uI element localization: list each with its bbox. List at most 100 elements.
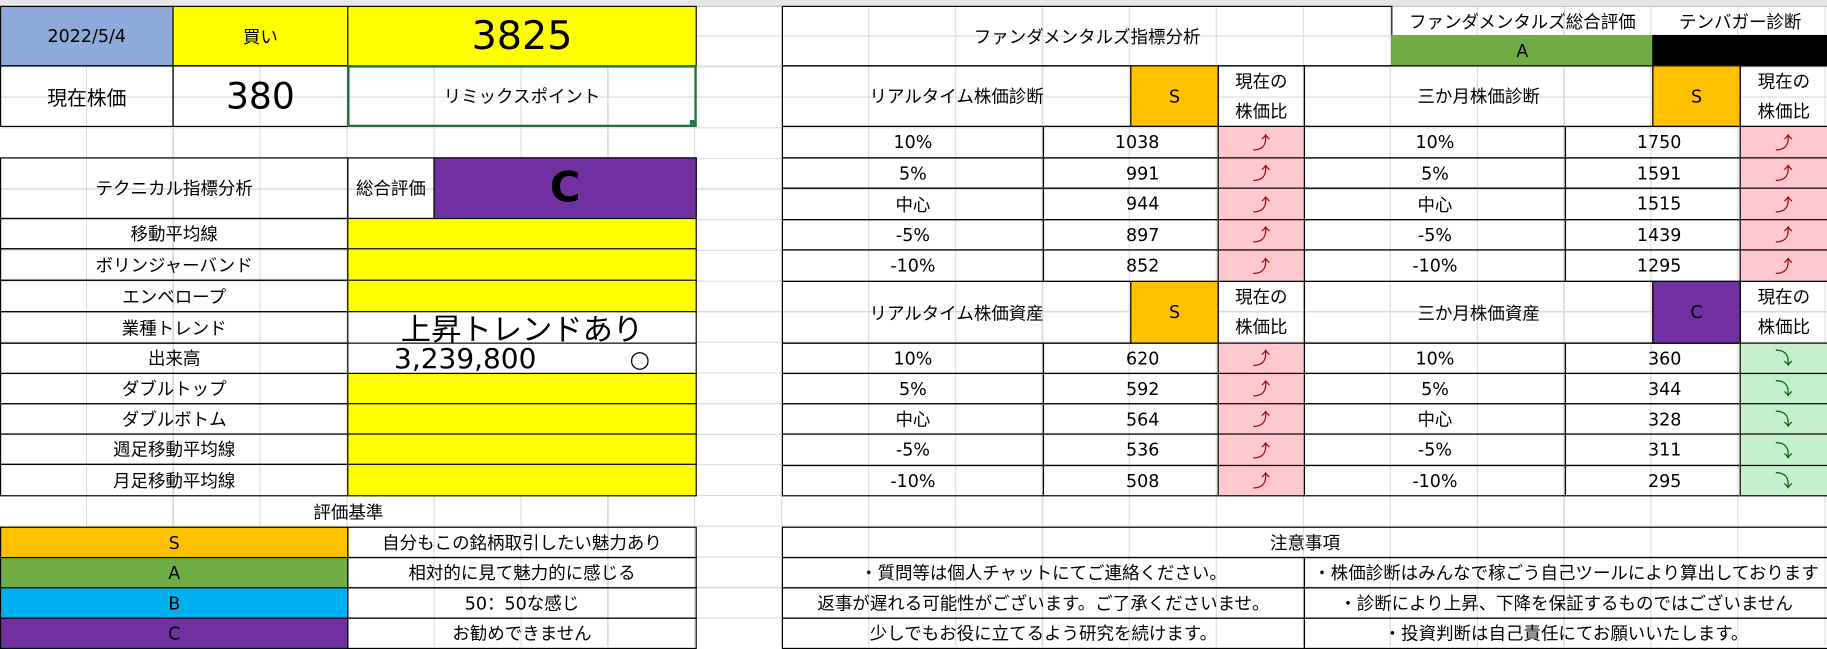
price-value: 344	[1564, 372, 1741, 405]
fundamentals-grade: A	[1391, 34, 1654, 67]
level-label: -10%	[1303, 464, 1567, 497]
price-value: 991	[1042, 157, 1219, 189]
indicator-value-cell	[347, 217, 697, 250]
price-label: 現在株価	[0, 65, 174, 128]
trend-arrow: ⤴	[1739, 219, 1827, 251]
price-value: 944	[1042, 187, 1219, 221]
note-left: 返事が遅れる可能性がございます。ご了承くださいませ。	[781, 587, 1306, 619]
note-right: ・投資判断は自己責任にてお願いいたします。	[1303, 617, 1827, 649]
tenbagger-cell	[1652, 34, 1827, 67]
price-value: 1439	[1564, 219, 1741, 251]
level-label: 5%	[781, 157, 1045, 189]
indicator-value-cell: 上昇トレンドあり	[347, 311, 697, 344]
level-label: 10%	[1303, 125, 1567, 159]
trend-arrow: ⤵	[1739, 372, 1827, 405]
indicator-label: ボリンジャーバンド	[0, 248, 349, 281]
trend-arrow: ⤴	[1739, 125, 1827, 159]
company-cell[interactable]: リミックスポイント	[347, 65, 697, 128]
level-label: -10%	[781, 249, 1045, 282]
ratio-label: 株価比	[1235, 100, 1288, 122]
level-label: -5%	[781, 433, 1045, 467]
code-cell: 3825	[347, 5, 697, 67]
criteria-grade: B	[0, 587, 349, 619]
ratio-label: 現在の	[1235, 70, 1288, 92]
ratio-label: 株価比	[1757, 316, 1811, 338]
level-label: 中心	[781, 187, 1045, 221]
criteria-grade: C	[0, 617, 349, 649]
level-label: 5%	[1303, 157, 1567, 189]
price-value: 1750	[1564, 125, 1741, 159]
note-right: ・診断により上昇、下降を保証するものではございません	[1303, 587, 1827, 619]
indicator-value-cell	[347, 279, 697, 313]
price-value: 311	[1564, 433, 1741, 467]
trend-arrow: ⤴	[1217, 433, 1306, 467]
indicator-value-cell	[347, 372, 697, 405]
price-value: 1295	[1564, 249, 1741, 282]
criteria-description: お勧めできません	[347, 617, 697, 649]
indicator-label: 業種トレンド	[0, 311, 349, 344]
level-label: 5%	[781, 372, 1045, 405]
indicator-label: エンベロープ	[0, 279, 349, 313]
trend-arrow: ⤴	[1217, 219, 1306, 251]
indicator-value: 上昇トレンドあり	[400, 312, 644, 344]
trend-arrow: ⤴	[1217, 403, 1306, 435]
indicator-mark: ○	[629, 344, 650, 373]
criteria-description: 自分もこの銘柄取引したい魅力あり	[347, 526, 697, 559]
diagnosis-grade: S	[1130, 280, 1219, 344]
tenbagger-label: テンバガー診断	[1679, 11, 1802, 33]
overall-grade: C	[433, 157, 697, 220]
diagnosis-grade: S	[1652, 65, 1741, 128]
criteria-description: 相対的に見て魅力的に感じる	[347, 556, 697, 589]
indicator-label: ダブルトップ	[0, 372, 349, 405]
price-value: 328	[1564, 403, 1741, 435]
level-label: -5%	[781, 219, 1045, 251]
level-label: 中心	[781, 403, 1045, 435]
price-value: 295	[1564, 464, 1741, 497]
level-label: -10%	[781, 464, 1045, 497]
trend-arrow: ⤴	[1217, 372, 1306, 405]
criteria-grade: A	[0, 556, 349, 589]
trend-arrow: ⤵	[1739, 403, 1827, 435]
trend-arrow: ⤴	[1217, 464, 1306, 497]
indicator-value-cell: 3,239,800 ○	[347, 342, 697, 375]
notes-title: 注意事項	[781, 526, 1827, 559]
price-value: 508	[1042, 464, 1219, 497]
level-label: 10%	[781, 342, 1045, 375]
ratio-label: 株価比	[1757, 100, 1811, 122]
technical-title: テクニカル指標分析	[0, 157, 349, 220]
level-label: 5%	[1303, 372, 1567, 405]
trend-arrow: ⤴	[1217, 342, 1306, 375]
ratio-label-cell: 現在の 株価比	[1217, 280, 1306, 344]
diagnosis-title: 三か月株価診断	[1303, 65, 1654, 128]
note-left: ・質問等は個人チャットにてご連絡ください。	[781, 556, 1306, 589]
indicator-label: ダブルボトム	[0, 403, 349, 435]
trend-arrow: ⤴	[1217, 125, 1306, 159]
indicator-value-cell	[347, 463, 697, 497]
fundamentals-title: ファンダメンタルズ指標分析	[781, 5, 1393, 67]
trend-arrow: ⤵	[1739, 433, 1827, 467]
ratio-label: 株価比	[1235, 316, 1288, 338]
indicator-value: 3,239,800	[394, 342, 537, 375]
trend-arrow: ⤴	[1739, 187, 1827, 221]
diagnosis-title: リアルタイム株価資産	[781, 280, 1132, 344]
price-value: 620	[1042, 342, 1219, 375]
price-value: 1591	[1564, 157, 1741, 189]
criteria-title: 評価基準	[313, 501, 384, 523]
trend-arrow: ⤴	[1217, 187, 1306, 221]
action-cell: 買い	[172, 5, 349, 67]
diagnosis-grade: C	[1652, 280, 1741, 344]
price-cell: 380	[172, 65, 349, 128]
indicator-value-cell	[347, 248, 697, 281]
price-value: 360	[1564, 342, 1741, 375]
indicator-label: 月足移動平均線	[0, 463, 349, 497]
ratio-label: 現在の	[1757, 70, 1811, 92]
ratio-label-cell: 現在の 株価比	[1739, 65, 1827, 128]
indicator-value-cell	[347, 403, 697, 435]
level-label: -5%	[1303, 433, 1567, 467]
diagnosis-title: リアルタイム株価診断	[781, 65, 1132, 128]
price-value: 897	[1042, 219, 1219, 251]
price-value: 592	[1042, 372, 1219, 405]
criteria-grade: S	[0, 526, 349, 559]
date-cell: 2022/5/4	[0, 5, 174, 67]
